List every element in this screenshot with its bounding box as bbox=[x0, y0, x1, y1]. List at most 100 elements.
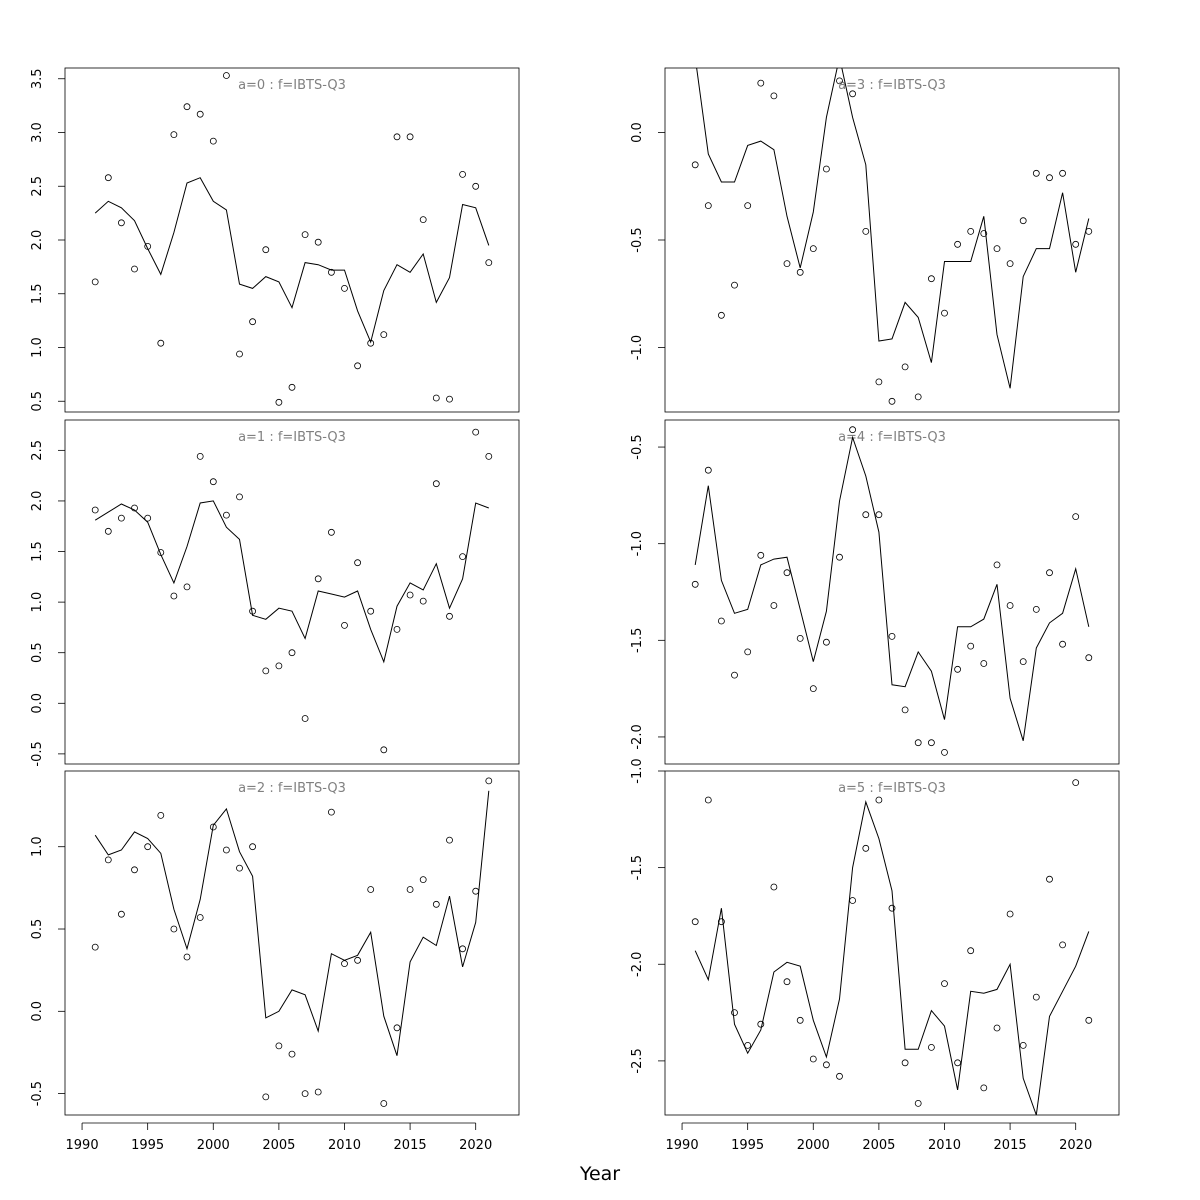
y-tick-label: -1.0 bbox=[630, 758, 645, 783]
panel-frame bbox=[664, 67, 1120, 413]
observed-point bbox=[757, 79, 765, 87]
observed-point bbox=[954, 1059, 961, 1067]
observed-point bbox=[967, 227, 975, 235]
observed-point bbox=[941, 309, 948, 317]
observed-point bbox=[862, 844, 870, 852]
plot-area bbox=[91, 777, 493, 1107]
observed-point bbox=[131, 265, 138, 273]
observed-point bbox=[183, 583, 191, 591]
observed-point bbox=[406, 133, 414, 141]
observed-point bbox=[770, 92, 778, 100]
observed-point bbox=[718, 617, 725, 625]
x-tick-label: 2000 bbox=[197, 1138, 230, 1153]
y-tick-label: -2.0 bbox=[630, 724, 645, 749]
observed-point bbox=[849, 426, 856, 434]
fitted-line bbox=[694, 435, 1090, 741]
y-tick-label: 0.5 bbox=[30, 919, 45, 940]
y-tick-label: 0.0 bbox=[630, 122, 645, 143]
observed-point bbox=[459, 553, 467, 560]
observed-point bbox=[849, 897, 856, 904]
y-tick-label: 2.0 bbox=[30, 230, 45, 251]
observed-point bbox=[1006, 602, 1014, 609]
x-tick-label: 2000 bbox=[797, 1138, 830, 1153]
y-tick-label: 2.5 bbox=[30, 440, 45, 461]
panel-1: a=3 : f=IBTS-Q3 -1.0 -0.5 0.0 bbox=[630, 67, 1120, 413]
observed-point bbox=[731, 1009, 738, 1016]
observed-point bbox=[301, 715, 309, 722]
observed-point bbox=[170, 592, 178, 600]
observed-point bbox=[262, 246, 270, 254]
observed-point bbox=[1046, 569, 1053, 577]
observed-point bbox=[459, 170, 467, 178]
observed-point bbox=[393, 1024, 401, 1032]
observed-point bbox=[419, 876, 427, 883]
y-tick-label: 1.5 bbox=[30, 283, 45, 304]
observed-point bbox=[1072, 779, 1080, 786]
observed-point bbox=[432, 480, 440, 488]
observed-point bbox=[691, 918, 699, 926]
x-tick-label: 2015 bbox=[994, 1138, 1027, 1153]
observed-point bbox=[301, 231, 309, 239]
x-tick-label: 2020 bbox=[459, 1138, 492, 1153]
observed-point bbox=[993, 245, 1001, 253]
observed-point bbox=[1032, 993, 1040, 1001]
observed-point bbox=[104, 174, 112, 182]
observed-point bbox=[914, 1100, 922, 1107]
observed-point bbox=[980, 230, 988, 237]
observed-point bbox=[1085, 654, 1093, 662]
panel-title: a=2 : f=IBTS-Q3 bbox=[238, 781, 346, 796]
observed-point bbox=[1085, 227, 1093, 235]
observed-point bbox=[183, 953, 191, 961]
plot-area bbox=[691, 68, 1093, 405]
observed-point bbox=[446, 836, 453, 844]
observed-point bbox=[888, 397, 896, 405]
panel-3: a=4 : f=IBTS-Q3 -2.0 -1.5 -1.0 -0.5 bbox=[630, 419, 1120, 765]
observed-point bbox=[796, 268, 804, 276]
observed-point bbox=[993, 561, 1001, 569]
y-tick-label: 3.5 bbox=[30, 68, 45, 89]
panel-2: a=1 : f=IBTS-Q3 -0.5 0.0 0.5 1.0 1.5 2.0 2.5 bbox=[30, 419, 520, 767]
observed-point bbox=[485, 452, 493, 460]
observed-point bbox=[419, 216, 427, 224]
observed-point bbox=[301, 1090, 309, 1097]
observed-point bbox=[380, 746, 388, 754]
observed-point bbox=[770, 883, 778, 891]
observed-point bbox=[823, 638, 830, 646]
panel-title: a=0 : f=IBTS-Q3 bbox=[238, 78, 346, 93]
observed-point bbox=[731, 281, 738, 289]
observed-point bbox=[327, 808, 335, 816]
observed-point bbox=[862, 511, 870, 519]
panel-title: a=1 : f=IBTS-Q3 bbox=[238, 430, 346, 445]
observed-point bbox=[901, 706, 909, 714]
observed-point bbox=[849, 90, 856, 98]
y-tick-label: 2.0 bbox=[30, 491, 45, 512]
observed-point bbox=[875, 796, 883, 804]
panel-frame bbox=[64, 419, 520, 765]
plot-area bbox=[91, 428, 493, 754]
x-tick-label: 2010 bbox=[328, 1138, 361, 1153]
observed-point bbox=[275, 662, 283, 670]
y-tick-label: -0.5 bbox=[630, 434, 645, 459]
observed-point bbox=[157, 339, 165, 347]
fitted-line bbox=[94, 177, 490, 344]
observed-point bbox=[980, 660, 988, 667]
x-tick-label: 2015 bbox=[394, 1138, 427, 1153]
observed-point bbox=[314, 1088, 322, 1096]
observed-point bbox=[704, 796, 712, 804]
observed-point bbox=[222, 511, 230, 519]
x-tick-label: 2020 bbox=[1059, 1138, 1092, 1153]
observed-point bbox=[196, 110, 204, 118]
observed-point bbox=[314, 238, 322, 246]
observed-point bbox=[118, 910, 125, 918]
plot-area bbox=[691, 779, 1093, 1115]
observed-point bbox=[1032, 606, 1040, 613]
observed-point bbox=[1006, 260, 1014, 268]
observed-point bbox=[836, 1072, 843, 1080]
observed-point bbox=[393, 133, 401, 141]
y-tick-label: -1.0 bbox=[630, 335, 645, 360]
observed-point bbox=[288, 1050, 296, 1058]
y-tick-label: -0.5 bbox=[630, 227, 645, 252]
observed-point bbox=[1019, 217, 1027, 225]
observed-point bbox=[183, 103, 191, 111]
